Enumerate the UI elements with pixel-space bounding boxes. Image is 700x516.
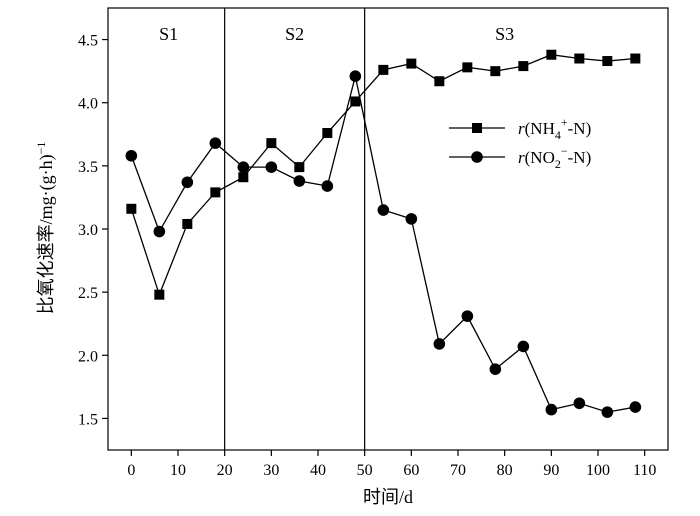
- x-tick-label: 0: [127, 462, 135, 479]
- phase-label: S3: [495, 24, 514, 44]
- data-point-square: [182, 218, 193, 229]
- data-point-square: [154, 289, 165, 300]
- x-tick-label: 20: [217, 462, 233, 479]
- legend-label: r(NO2−-N): [518, 144, 591, 171]
- data-point-circle: [293, 175, 306, 187]
- data-point-circle: [461, 310, 474, 322]
- y-tick-label: 4.0: [78, 96, 98, 113]
- x-tick-label: 30: [263, 462, 279, 479]
- data-point-square: [126, 203, 137, 214]
- data-point-square: [518, 61, 529, 72]
- legend-marker-square: [472, 123, 482, 133]
- data-point-square: [406, 58, 417, 69]
- y-tick-label: 3.5: [78, 159, 98, 176]
- legend-item: r(NH4+-N): [449, 115, 591, 142]
- data-point-square: [238, 172, 249, 183]
- data-point-circle: [433, 338, 446, 350]
- data-point-circle: [405, 213, 418, 225]
- x-axis: 0 10 20 30 40 50 60 70 80 90 100 110: [127, 450, 656, 479]
- legend-marker-circle: [471, 151, 483, 163]
- x-tick-label: 70: [450, 462, 466, 479]
- phase-boundaries: [224, 8, 366, 450]
- data-point-circle: [545, 403, 558, 416]
- y-tick-label: 1.5: [78, 411, 98, 428]
- phase-label: S2: [285, 24, 304, 44]
- phase-labels: S1 S2 S3: [159, 24, 514, 44]
- series-nh4: [126, 49, 641, 300]
- series-no2: [125, 70, 642, 418]
- legend-item: r(NO2−-N): [449, 144, 591, 171]
- data-point-circle: [349, 70, 362, 82]
- x-axis-label: 时间/d: [363, 487, 413, 507]
- data-point-circle: [377, 204, 390, 216]
- y-tick-label: 3.0: [78, 222, 98, 239]
- series-line: [130, 76, 636, 413]
- x-tick-label: 40: [310, 462, 326, 479]
- series-layer: [125, 49, 642, 418]
- y-tick-label: 2.5: [78, 285, 98, 302]
- data-point-square: [350, 96, 361, 107]
- data-point-circle: [517, 340, 530, 353]
- series-line: [130, 54, 636, 297]
- legend-label: r(NH4+-N): [518, 115, 591, 142]
- data-point-square: [546, 49, 557, 60]
- data-point-square: [574, 53, 585, 64]
- data-point-circle: [601, 406, 614, 418]
- data-point-square: [434, 76, 445, 87]
- y-axis: 1.5 2.0 2.5 3.0 3.5 4.0 4.5: [78, 33, 108, 428]
- data-point-circle: [573, 397, 586, 410]
- x-tick-label: 100: [586, 462, 610, 479]
- data-point-circle: [209, 137, 222, 149]
- data-point-square: [294, 162, 305, 173]
- data-point-circle: [321, 180, 334, 192]
- data-point-circle: [153, 225, 166, 238]
- y-tick-label: 4.5: [78, 33, 98, 50]
- data-point-square: [462, 62, 473, 73]
- data-point-circle: [265, 161, 278, 173]
- x-tick-label: 90: [543, 462, 559, 479]
- data-point-square: [490, 66, 501, 77]
- phase-label: S1: [159, 24, 178, 44]
- x-tick-label: 80: [497, 462, 513, 479]
- y-tick-label: 2.0: [78, 348, 98, 365]
- x-tick-label: 110: [633, 462, 656, 479]
- data-point-circle: [629, 401, 642, 413]
- legend: r(NH4+-N)r(NO2−-N): [449, 115, 591, 171]
- data-point-square: [602, 56, 613, 67]
- data-point-square: [322, 128, 333, 139]
- data-point-square: [630, 53, 641, 64]
- data-point-square: [210, 187, 221, 198]
- x-tick-label: 60: [403, 462, 419, 479]
- data-point-square: [266, 138, 277, 149]
- x-tick-label: 10: [170, 462, 186, 479]
- data-point-circle: [489, 363, 502, 375]
- y-axis-label: 比氧化速率/mg·(g·h)−1: [34, 142, 57, 315]
- data-point-circle: [237, 161, 250, 173]
- data-point-square: [378, 64, 389, 75]
- data-point-circle: [181, 176, 194, 189]
- x-tick-label: 50: [357, 462, 373, 479]
- data-point-circle: [125, 149, 138, 162]
